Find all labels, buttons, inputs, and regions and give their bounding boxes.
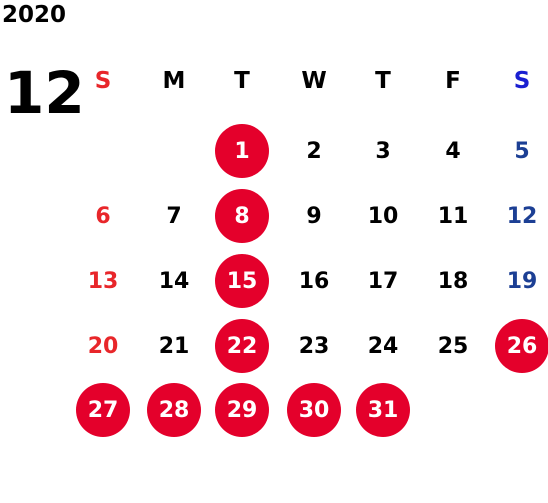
- day-cell[interactable]: 18: [437, 268, 469, 294]
- day-cell[interactable]: 24: [367, 333, 399, 359]
- day-cell[interactable]: 6: [95, 203, 111, 229]
- day-cell[interactable]: 2: [306, 138, 322, 164]
- day-cell-highlighted[interactable]: 15: [215, 254, 269, 308]
- day-cell[interactable]: 7: [166, 203, 182, 229]
- weekday-header: S: [94, 68, 112, 94]
- day-cell[interactable]: 23: [298, 333, 330, 359]
- day-cell[interactable]: 4: [445, 138, 461, 164]
- day-cell-highlighted[interactable]: 30: [287, 383, 341, 437]
- weekday-header: M: [162, 68, 186, 94]
- weekday-header: T: [375, 68, 391, 94]
- day-cell[interactable]: 9: [306, 203, 322, 229]
- day-cell-highlighted[interactable]: 8: [215, 189, 269, 243]
- day-cell[interactable]: 21: [158, 333, 190, 359]
- day-cell[interactable]: 5: [514, 138, 530, 164]
- weekday-header: W: [301, 68, 327, 94]
- day-cell[interactable]: 19: [506, 268, 538, 294]
- day-cell[interactable]: 12: [506, 203, 538, 229]
- weekday-header: T: [234, 68, 250, 94]
- month-number: 12: [4, 59, 85, 127]
- day-cell[interactable]: 17: [367, 268, 399, 294]
- day-cell[interactable]: 3: [375, 138, 391, 164]
- day-cell[interactable]: 13: [87, 268, 119, 294]
- day-cell-highlighted[interactable]: 29: [215, 383, 269, 437]
- day-cell[interactable]: 25: [437, 333, 469, 359]
- day-cell-highlighted[interactable]: 27: [76, 383, 130, 437]
- day-cell[interactable]: 16: [298, 268, 330, 294]
- day-cell[interactable]: 11: [437, 203, 469, 229]
- day-cell-highlighted[interactable]: 1: [215, 124, 269, 178]
- day-cell-highlighted[interactable]: 22: [215, 319, 269, 373]
- day-cell[interactable]: 14: [158, 268, 190, 294]
- year-label: 2020: [2, 2, 67, 28]
- day-cell-highlighted[interactable]: 28: [147, 383, 201, 437]
- weekday-header: F: [445, 68, 461, 94]
- day-cell-highlighted[interactable]: 31: [356, 383, 410, 437]
- day-cell-highlighted[interactable]: 26: [495, 319, 548, 373]
- day-cell[interactable]: 10: [367, 203, 399, 229]
- weekday-header: S: [513, 68, 531, 94]
- day-cell[interactable]: 20: [87, 333, 119, 359]
